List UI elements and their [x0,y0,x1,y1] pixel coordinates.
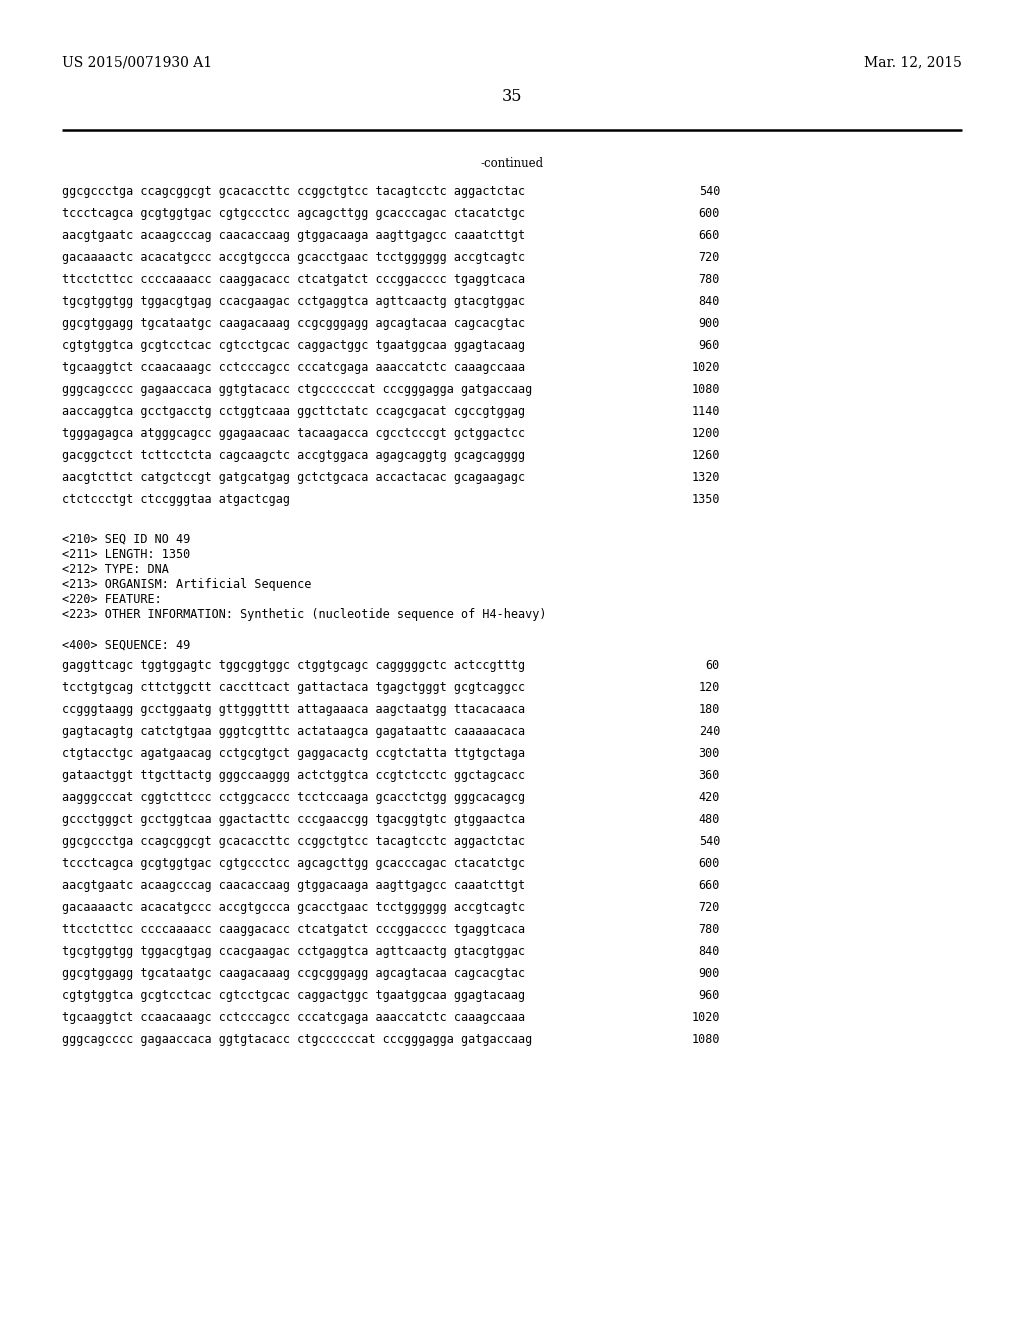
Text: 1020: 1020 [691,1011,720,1024]
Text: <400> SEQUENCE: 49: <400> SEQUENCE: 49 [62,639,190,652]
Text: tgcaaggtct ccaacaaagc cctcccagcc cccatcgaga aaaccatctc caaagccaaa: tgcaaggtct ccaacaaagc cctcccagcc cccatcg… [62,1011,525,1024]
Text: 720: 720 [698,251,720,264]
Text: 35: 35 [502,88,522,106]
Text: 180: 180 [698,704,720,715]
Text: tccctcagca gcgtggtgac cgtgccctcc agcagcttgg gcacccagac ctacatctgc: tccctcagca gcgtggtgac cgtgccctcc agcagct… [62,207,525,220]
Text: <220> FEATURE:: <220> FEATURE: [62,593,162,606]
Text: aacgtgaatc acaagcccag caacaccaag gtggacaaga aagttgagcc caaatcttgt: aacgtgaatc acaagcccag caacaccaag gtggaca… [62,228,525,242]
Text: 1260: 1260 [691,449,720,462]
Text: tgcgtggtgg tggacgtgag ccacgaagac cctgaggtca agttcaactg gtacgtggac: tgcgtggtgg tggacgtgag ccacgaagac cctgagg… [62,294,525,308]
Text: ctctccctgt ctccgggtaa atgactcgag: ctctccctgt ctccgggtaa atgactcgag [62,492,290,506]
Text: <210> SEQ ID NO 49: <210> SEQ ID NO 49 [62,533,190,546]
Text: ccgggtaagg gcctggaatg gttgggtttt attagaaaca aagctaatgg ttacacaaca: ccgggtaagg gcctggaatg gttgggtttt attagaa… [62,704,525,715]
Text: tgcaaggtct ccaacaaagc cctcccagcc cccatcgaga aaaccatctc caaagccaaa: tgcaaggtct ccaacaaagc cctcccagcc cccatcg… [62,360,525,374]
Text: 840: 840 [698,945,720,958]
Text: 300: 300 [698,747,720,760]
Text: gacaaaactc acacatgccc accgtgccca gcacctgaac tcctgggggg accgtcagtc: gacaaaactc acacatgccc accgtgccca gcacctg… [62,902,525,913]
Text: 1140: 1140 [691,405,720,418]
Text: cgtgtggtca gcgtcctcac cgtcctgcac caggactggc tgaatggcaa ggagtacaag: cgtgtggtca gcgtcctcac cgtcctgcac caggact… [62,989,525,1002]
Text: ggcgtggagg tgcataatgc caagacaaag ccgcgggagg agcagtacaa cagcacgtac: ggcgtggagg tgcataatgc caagacaaag ccgcggg… [62,968,525,979]
Text: US 2015/0071930 A1: US 2015/0071930 A1 [62,55,212,69]
Text: aacgtcttct catgctccgt gatgcatgag gctctgcaca accactacac gcagaagagc: aacgtcttct catgctccgt gatgcatgag gctctgc… [62,471,525,484]
Text: gataactggt ttgcttactg gggccaaggg actctggtca ccgtctcctc ggctagcacc: gataactggt ttgcttactg gggccaaggg actctgg… [62,770,525,781]
Text: ttcctcttcc ccccaaaacc caaggacacc ctcatgatct cccggacccc tgaggtcaca: ttcctcttcc ccccaaaacc caaggacacc ctcatga… [62,273,525,286]
Text: gggcagcccc gagaaccaca ggtgtacacc ctgccccccat cccgggagga gatgaccaag: gggcagcccc gagaaccaca ggtgtacacc ctgcccc… [62,1034,532,1045]
Text: 240: 240 [698,725,720,738]
Text: 900: 900 [698,317,720,330]
Text: 420: 420 [698,791,720,804]
Text: 780: 780 [698,923,720,936]
Text: 960: 960 [698,339,720,352]
Text: gaggttcagc tggtggagtc tggcggtggc ctggtgcagc cagggggctc actccgtttg: gaggttcagc tggtggagtc tggcggtggc ctggtgc… [62,659,525,672]
Text: 1020: 1020 [691,360,720,374]
Text: 780: 780 [698,273,720,286]
Text: 480: 480 [698,813,720,826]
Text: gccctgggct gcctggtcaa ggactacttc cccgaaccgg tgacggtgtc gtggaactca: gccctgggct gcctggtcaa ggactacttc cccgaac… [62,813,525,826]
Text: <223> OTHER INFORMATION: Synthetic (nucleotide sequence of H4-heavy): <223> OTHER INFORMATION: Synthetic (nucl… [62,609,547,620]
Text: 900: 900 [698,968,720,979]
Text: aagggcccat cggtcttccc cctggcaccc tcctccaaga gcacctctgg gggcacagcg: aagggcccat cggtcttccc cctggcaccc tcctcca… [62,791,525,804]
Text: ggcgtggagg tgcataatgc caagacaaag ccgcgggagg agcagtacaa cagcacgtac: ggcgtggagg tgcataatgc caagacaaag ccgcggg… [62,317,525,330]
Text: 1080: 1080 [691,1034,720,1045]
Text: 1350: 1350 [691,492,720,506]
Text: <211> LENGTH: 1350: <211> LENGTH: 1350 [62,548,190,561]
Text: ggcgccctga ccagcggcgt gcacaccttc ccggctgtcc tacagtcctc aggactctac: ggcgccctga ccagcggcgt gcacaccttc ccggctg… [62,185,525,198]
Text: 60: 60 [706,659,720,672]
Text: -continued: -continued [480,157,544,170]
Text: tcctgtgcag cttctggctt caccttcact gattactaca tgagctgggt gcgtcaggcc: tcctgtgcag cttctggctt caccttcact gattact… [62,681,525,694]
Text: 1200: 1200 [691,426,720,440]
Text: tgcgtggtgg tggacgtgag ccacgaagac cctgaggtca agttcaactg gtacgtggac: tgcgtggtgg tggacgtgag ccacgaagac cctgagg… [62,945,525,958]
Text: 540: 540 [698,185,720,198]
Text: ttcctcttcc ccccaaaacc caaggacacc ctcatgatct cccggacccc tgaggtcaca: ttcctcttcc ccccaaaacc caaggacacc ctcatga… [62,923,525,936]
Text: 360: 360 [698,770,720,781]
Text: gggcagcccc gagaaccaca ggtgtacacc ctgccccccat cccgggagga gatgaccaag: gggcagcccc gagaaccaca ggtgtacacc ctgcccc… [62,383,532,396]
Text: <213> ORGANISM: Artificial Sequence: <213> ORGANISM: Artificial Sequence [62,578,311,591]
Text: <212> TYPE: DNA: <212> TYPE: DNA [62,564,169,576]
Text: Mar. 12, 2015: Mar. 12, 2015 [864,55,962,69]
Text: ctgtacctgc agatgaacag cctgcgtgct gaggacactg ccgtctatta ttgtgctaga: ctgtacctgc agatgaacag cctgcgtgct gaggaca… [62,747,525,760]
Text: gacggctcct tcttcctcta cagcaagctc accgtggaca agagcaggtg gcagcagggg: gacggctcct tcttcctcta cagcaagctc accgtgg… [62,449,525,462]
Text: gacaaaactc acacatgccc accgtgccca gcacctgaac tcctgggggg accgtcagtc: gacaaaactc acacatgccc accgtgccca gcacctg… [62,251,525,264]
Text: aaccaggtca gcctgacctg cctggtcaaa ggcttctatc ccagcgacat cgccgtggag: aaccaggtca gcctgacctg cctggtcaaa ggcttct… [62,405,525,418]
Text: 120: 120 [698,681,720,694]
Text: ggcgccctga ccagcggcgt gcacaccttc ccggctgtcc tacagtcctc aggactctac: ggcgccctga ccagcggcgt gcacaccttc ccggctg… [62,836,525,847]
Text: tgggagagca atgggcagcc ggagaacaac tacaagacca cgcctcccgt gctggactcc: tgggagagca atgggcagcc ggagaacaac tacaaga… [62,426,525,440]
Text: 1320: 1320 [691,471,720,484]
Text: 840: 840 [698,294,720,308]
Text: 720: 720 [698,902,720,913]
Text: 660: 660 [698,228,720,242]
Text: aacgtgaatc acaagcccag caacaccaag gtggacaaga aagttgagcc caaatcttgt: aacgtgaatc acaagcccag caacaccaag gtggaca… [62,879,525,892]
Text: 540: 540 [698,836,720,847]
Text: 660: 660 [698,879,720,892]
Text: gagtacagtg catctgtgaa gggtcgtttc actataagca gagataattc caaaaacaca: gagtacagtg catctgtgaa gggtcgtttc actataa… [62,725,525,738]
Text: cgtgtggtca gcgtcctcac cgtcctgcac caggactggc tgaatggcaa ggagtacaag: cgtgtggtca gcgtcctcac cgtcctgcac caggact… [62,339,525,352]
Text: 600: 600 [698,857,720,870]
Text: 960: 960 [698,989,720,1002]
Text: 600: 600 [698,207,720,220]
Text: 1080: 1080 [691,383,720,396]
Text: tccctcagca gcgtggtgac cgtgccctcc agcagcttgg gcacccagac ctacatctgc: tccctcagca gcgtggtgac cgtgccctcc agcagct… [62,857,525,870]
